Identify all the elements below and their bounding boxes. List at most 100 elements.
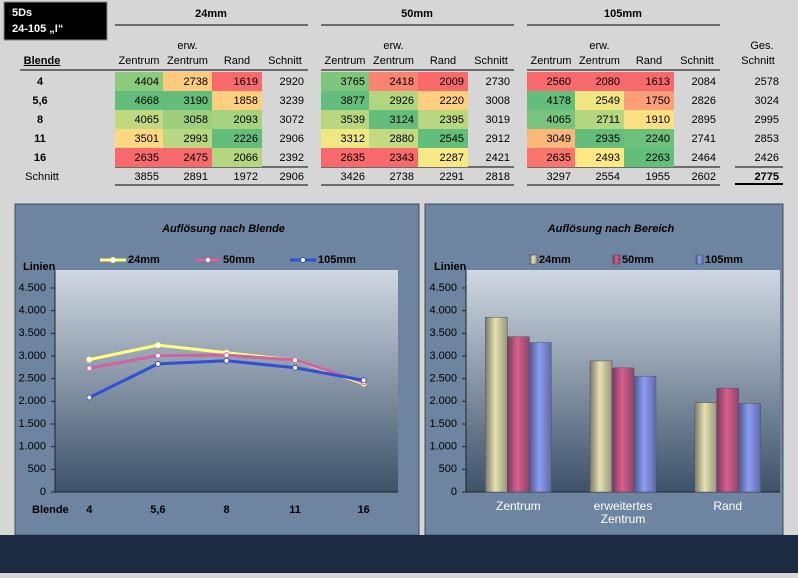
cell-value: 3239 (280, 95, 304, 107)
group-header: 24mm (195, 8, 227, 20)
cell-value: 2818 (486, 171, 510, 183)
y-tick-label: 4.000 (18, 305, 46, 317)
cell-value: 2226 (234, 133, 258, 145)
row-label: 16 (34, 152, 46, 164)
heat-cell (575, 91, 624, 110)
y-tick-label: 1.000 (429, 441, 457, 453)
heat-cell (163, 72, 212, 91)
row-header: Blende (24, 55, 61, 67)
total-value: 2995 (755, 114, 779, 126)
legend-label: 50mm (622, 254, 654, 266)
cell-value: 3426 (341, 171, 365, 183)
column-header: Schnitt (680, 55, 714, 67)
column-header: erw. (177, 40, 197, 52)
cell-value: 2906 (280, 133, 304, 145)
cell-value: 2080 (596, 76, 620, 88)
column-header: Rand (224, 55, 250, 67)
cell-value: 2549 (596, 95, 620, 107)
heat-cell (624, 72, 674, 91)
heat-cell (115, 72, 163, 91)
heat-cell (624, 110, 674, 129)
x-tick-label: 5,6 (150, 504, 165, 516)
cell-value: 3539 (341, 114, 365, 126)
total-value: 2426 (755, 152, 779, 164)
heat-cell (575, 72, 624, 91)
cell-value: 2291 (440, 171, 464, 183)
total-header: Schnitt (741, 55, 775, 67)
cell-value: 2635 (135, 152, 159, 164)
bar (589, 360, 613, 493)
y-tick-label: 3.500 (429, 327, 457, 339)
bar (633, 375, 657, 493)
heat-cell (321, 129, 369, 148)
cell-value: 2912 (486, 133, 510, 145)
cell-value: 2711 (596, 114, 620, 126)
heat-cell (321, 72, 369, 91)
heat-cell (212, 129, 262, 148)
cell-value: 1750 (646, 95, 670, 107)
x-axis-label: Blende (32, 504, 69, 516)
cell-value: 3501 (135, 133, 159, 145)
x-tick-label: 4 (86, 504, 93, 516)
total-header: Ges. (750, 40, 773, 52)
point (223, 352, 230, 359)
point (223, 357, 230, 364)
y-tick-label: 1.500 (429, 418, 457, 430)
group-header: 105mm (604, 8, 642, 20)
cell-value: 1955 (646, 171, 670, 183)
cell-value: 2826 (692, 95, 716, 107)
cell-value: 3008 (486, 95, 510, 107)
column-header: Schnitt (474, 55, 508, 67)
heat-cell (115, 129, 163, 148)
legend-label: 105mm (318, 254, 356, 266)
cell-value: 4404 (135, 76, 159, 88)
heat-cell (163, 129, 212, 148)
heat-cell (624, 148, 674, 167)
legend-label: 50mm (223, 254, 255, 266)
y-tick-label: 3.000 (429, 350, 457, 362)
point (292, 356, 299, 363)
heat-cell (527, 72, 575, 91)
heat-cell (418, 148, 468, 167)
cell-value: 1910 (646, 114, 670, 126)
row-label: 4 (37, 76, 44, 88)
cell-value: 3765 (341, 76, 365, 88)
cell-value: 2741 (692, 133, 716, 145)
heat-cell (369, 148, 418, 167)
heat-cell (624, 129, 674, 148)
heat-cell (418, 72, 468, 91)
y-tick-label: 2.500 (18, 373, 46, 385)
bar (694, 402, 717, 493)
cell-value: 2475 (184, 152, 208, 164)
cell-value: 3124 (390, 114, 414, 126)
column-header: Rand (636, 55, 662, 67)
cell-value: 1613 (646, 76, 670, 88)
legend-label: 105mm (705, 254, 743, 266)
cell-value: 2009 (440, 76, 464, 88)
cell-value: 4178 (547, 95, 571, 107)
x-tick-label: 8 (223, 504, 229, 516)
x-tick-label-box: Zentrum (496, 500, 541, 513)
heat-cell (212, 148, 262, 167)
row-label: 5,6 (32, 95, 47, 107)
cell-value: 3855 (135, 171, 159, 183)
y-tick-label: 4.000 (429, 305, 457, 317)
cell-value: 2464 (692, 152, 716, 164)
cell-value: 2066 (234, 152, 258, 164)
bar (611, 367, 635, 493)
y-tick-label: 2.000 (18, 395, 46, 407)
y-tick-label: 2.500 (429, 373, 457, 385)
y-tick-label: 2.000 (429, 395, 457, 407)
column-header: Zentrum (325, 55, 366, 67)
cell-value: 2084 (692, 76, 716, 88)
heat-cell (163, 91, 212, 110)
point (154, 352, 161, 359)
x-tick-label: Rand (713, 500, 742, 513)
heat-cell (369, 110, 418, 129)
cell-value: 2560 (547, 76, 571, 88)
cell-value: 2635 (341, 152, 365, 164)
cell-value: 2935 (596, 133, 620, 145)
total-value: 2775 (755, 171, 779, 183)
cell-value: 2287 (440, 152, 464, 164)
x-tick-label-box: Rand (713, 500, 742, 513)
